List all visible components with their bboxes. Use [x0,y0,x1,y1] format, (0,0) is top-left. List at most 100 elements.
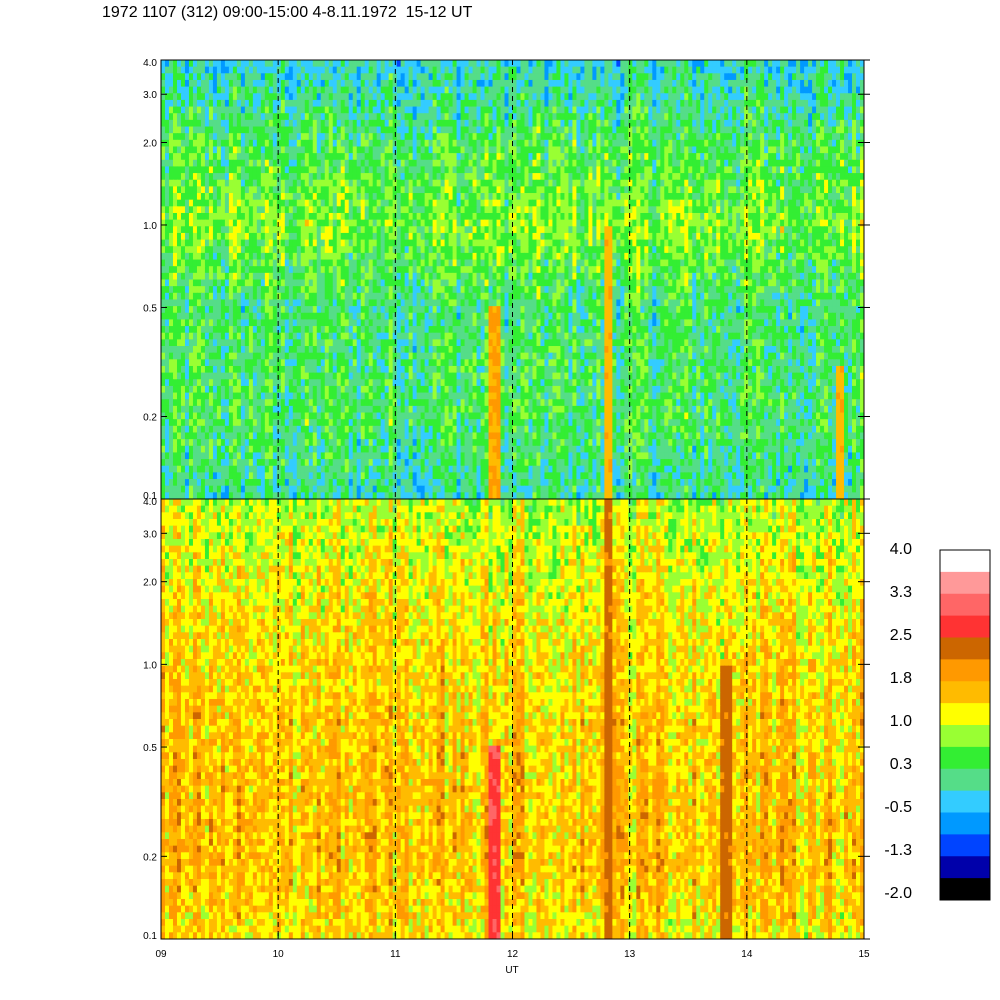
heatmap-cell [804,159,809,168]
heatmap-cell [844,133,849,141]
heatmap-cell [452,126,458,134]
heatmap-cell [696,219,701,227]
heatmap-cell [320,60,326,68]
heatmap-cell [188,99,194,108]
heatmap-cell [820,60,825,68]
heatmap-cell [444,66,450,74]
heatmap-cell [472,206,478,214]
heatmap-cell [652,219,657,227]
heatmap-cell [824,86,829,94]
heatmap-cell [380,166,386,174]
heatmap-cell [852,166,857,174]
heatmap-cell [344,73,350,81]
heatmap-cell [804,79,809,88]
heatmap-cell [364,166,370,174]
heatmap-cell [796,166,801,174]
heatmap-cell [480,219,486,227]
heatmap-cell [720,159,725,168]
heatmap-cell [616,126,621,134]
heatmap-cell [472,126,478,134]
heatmap-cell [732,219,737,227]
heatmap-cell [704,219,709,227]
heatmap-cell [352,119,358,128]
heatmap-cell [512,99,518,108]
heatmap-cell [772,226,777,234]
heatmap-cell [204,219,210,227]
heatmap-cell [620,239,625,247]
heatmap-cell [376,126,382,134]
heatmap-cell [456,173,462,181]
heatmap-cell [420,93,426,101]
heatmap-cell [840,60,845,68]
heatmap-cell [556,219,562,227]
heatmap-cell [716,133,721,141]
heatmap-cell [824,153,829,161]
heatmap-cell [680,139,685,148]
heatmap-cell [664,186,669,194]
heatmap-cell [200,79,206,88]
heatmap-cell [524,186,530,194]
heatmap-cell [408,173,414,181]
heatmap-cell [332,139,338,148]
heatmap-cell [552,86,558,94]
heatmap-cell [388,166,394,174]
heatmap-cell [484,199,490,207]
heatmap-cell [664,133,669,141]
heatmap-cell [280,199,286,207]
heatmap-cell [332,133,338,141]
heatmap-cell [176,86,182,94]
heatmap-cell [620,159,625,168]
heatmap-cell [260,159,266,168]
heatmap-cell [300,153,306,161]
heatmap-cell [256,206,262,214]
heatmap-cell [284,113,290,121]
heatmap-cell [580,119,585,128]
heatmap-cell [488,73,494,81]
heatmap-cell [796,139,801,148]
heatmap-cell [852,199,857,207]
heatmap-cell [404,166,410,174]
heatmap-cell [852,212,857,221]
heatmap-cell [212,66,218,74]
heatmap-cell [248,193,254,201]
heatmap-cell [656,199,661,207]
heatmap-cell [592,179,597,187]
heatmap-cell [576,99,581,108]
heatmap-cell [856,106,861,114]
heatmap-cell [568,179,574,187]
heatmap-cell [400,166,406,174]
heatmap-cell [244,153,250,161]
heatmap-cell [324,179,330,187]
heatmap-cell [228,199,234,207]
heatmap-cell [728,153,733,161]
heatmap-cell [236,79,242,88]
heatmap-cell [860,166,864,174]
heatmap-cell [560,239,566,247]
heatmap-cell [420,119,426,128]
heatmap-cell [784,93,789,101]
heatmap-cell [476,86,482,94]
heatmap-cell [196,146,202,154]
heatmap-cell [688,79,693,88]
heatmap-cell [752,106,757,114]
heatmap-cell [212,146,218,154]
heatmap-cell [404,232,410,241]
heatmap-cell [808,79,813,88]
heatmap-cell [412,186,418,194]
heatmap-cell [752,86,757,94]
heatmap-cell [500,133,506,141]
heatmap-cell [316,232,322,241]
heatmap-cell [468,212,474,221]
heatmap-cell [820,66,825,74]
heatmap-cell [676,139,681,148]
heatmap-cell [188,239,194,247]
heatmap-cell [200,60,206,68]
heatmap-cell [616,186,621,194]
heatmap-cell [432,193,438,201]
heatmap-cell [856,186,861,194]
heatmap-cell [556,232,562,241]
heatmap-cell [204,99,210,108]
heatmap-cell [348,119,354,128]
heatmap-cell [384,126,390,134]
heatmap-cell [316,206,322,214]
